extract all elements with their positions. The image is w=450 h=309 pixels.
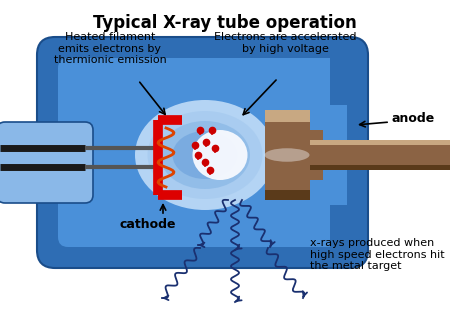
Text: Typical X-ray tube operation: Typical X-ray tube operation <box>93 14 357 32</box>
Bar <box>265 110 310 122</box>
Ellipse shape <box>193 130 248 180</box>
Ellipse shape <box>148 111 262 199</box>
Text: cathode: cathode <box>120 218 176 231</box>
Bar <box>310 140 450 170</box>
Text: Electrons are accelerated
by high voltage: Electrons are accelerated by high voltag… <box>214 32 356 53</box>
FancyBboxPatch shape <box>37 37 368 268</box>
Text: Heated filament
emits electrons by
thermionic emission: Heated filament emits electrons by therm… <box>54 32 166 65</box>
Bar <box>310 140 450 145</box>
Ellipse shape <box>172 131 238 179</box>
FancyBboxPatch shape <box>0 122 93 203</box>
Bar <box>330 205 350 250</box>
Bar <box>330 55 350 105</box>
Ellipse shape <box>135 100 275 210</box>
Ellipse shape <box>265 148 310 162</box>
Ellipse shape <box>160 121 250 189</box>
Bar <box>265 190 310 200</box>
Bar <box>265 110 310 200</box>
Bar <box>305 130 323 180</box>
Bar <box>310 165 450 170</box>
Text: x-rays produced when
high speed electrons hit
the metal target: x-rays produced when high speed electron… <box>310 238 445 271</box>
FancyBboxPatch shape <box>58 58 347 247</box>
Text: anode: anode <box>392 112 435 125</box>
